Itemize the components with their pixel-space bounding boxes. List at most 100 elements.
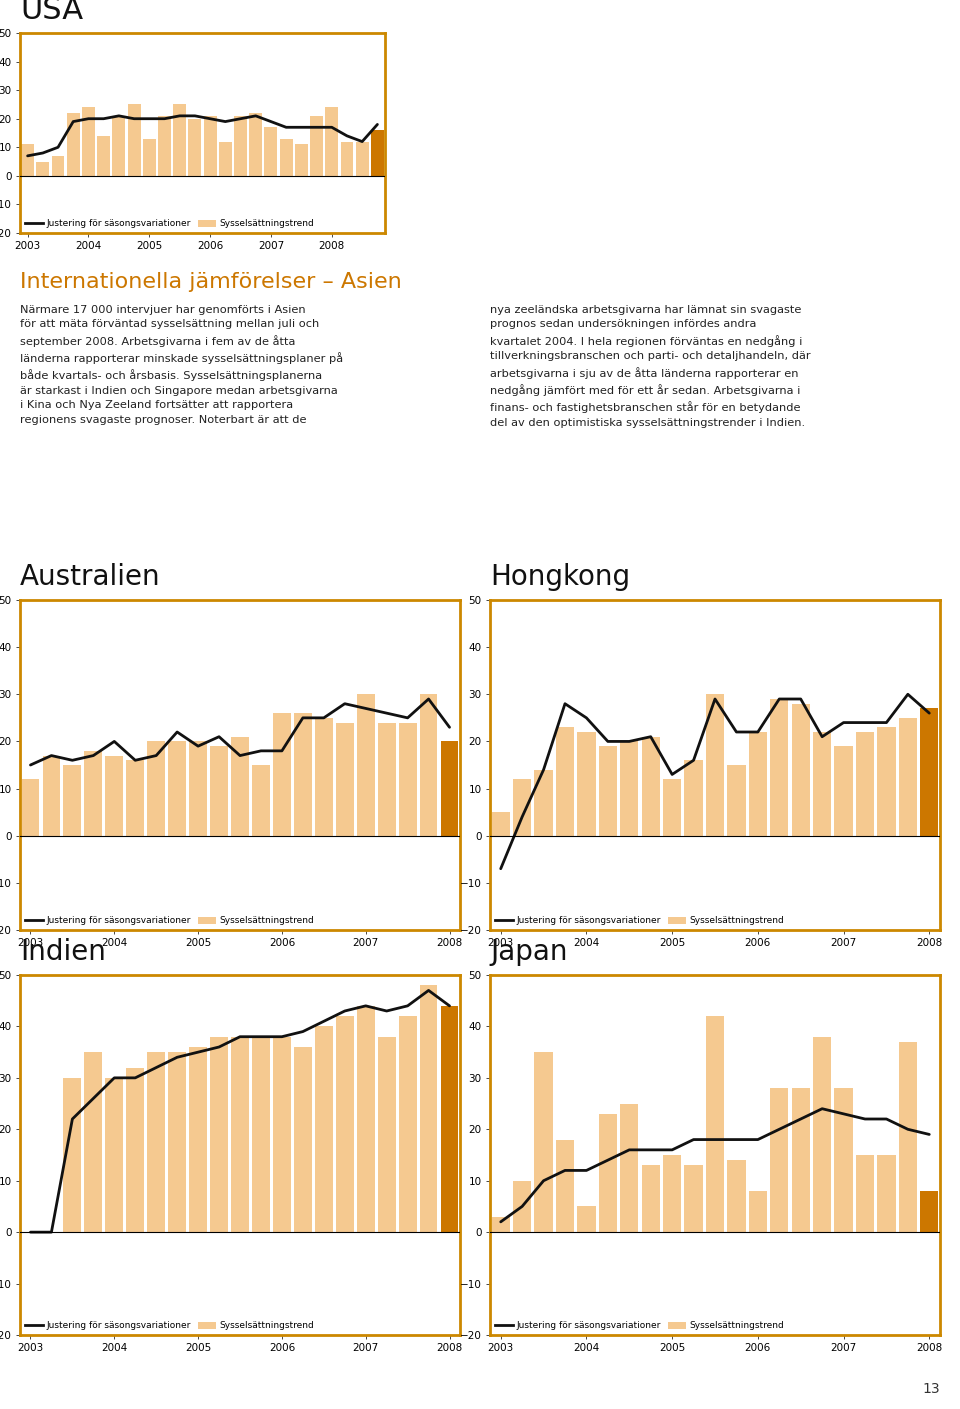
Bar [234, 116, 247, 176]
Bar [325, 107, 338, 176]
Bar [106, 755, 123, 836]
Bar [834, 747, 852, 836]
Bar [273, 713, 291, 836]
Bar [97, 135, 110, 176]
Bar [147, 741, 165, 836]
Bar [231, 1037, 249, 1231]
Bar [147, 1053, 165, 1231]
Bar [535, 769, 553, 836]
Bar [856, 733, 875, 836]
Bar [36, 162, 49, 176]
Bar [420, 985, 438, 1231]
Text: Japan: Japan [490, 938, 567, 967]
Bar [684, 761, 703, 836]
Bar [728, 1160, 746, 1231]
Bar [620, 1103, 638, 1231]
Bar [899, 1041, 917, 1231]
Bar [158, 116, 171, 176]
Bar [378, 1037, 396, 1231]
Bar [492, 1217, 510, 1231]
Bar [294, 1047, 312, 1231]
Legend: Justering för säsongsvariationer, Sysselsättningstrend: Justering för säsongsvariationer, Syssel… [494, 1322, 784, 1330]
Bar [749, 1191, 767, 1231]
Bar [684, 1165, 703, 1231]
Text: Internationella jämförelser – Asien: Internationella jämförelser – Asien [20, 272, 401, 293]
Bar [188, 118, 202, 176]
Bar [52, 156, 64, 176]
Text: Australien: Australien [20, 564, 160, 590]
Bar [535, 1053, 553, 1231]
Bar [441, 741, 459, 836]
Bar [792, 1088, 810, 1231]
Bar [189, 741, 207, 836]
Bar [921, 1191, 938, 1231]
Bar [556, 727, 574, 836]
Text: Indien: Indien [20, 938, 106, 967]
Bar [513, 1181, 531, 1231]
Legend: Justering för säsongsvariationer, Sysselsättningstrend: Justering för säsongsvariationer, Syssel… [25, 1322, 314, 1330]
Bar [189, 1047, 207, 1231]
Bar [21, 145, 34, 176]
Bar [127, 761, 144, 836]
Bar [420, 695, 438, 836]
Bar [856, 1155, 875, 1231]
Bar [204, 116, 217, 176]
Bar [577, 1206, 595, 1231]
Bar [341, 141, 353, 176]
Bar [706, 695, 724, 836]
Bar [42, 755, 60, 836]
Bar [641, 737, 660, 836]
Legend: Justering för säsongsvariationer, Sysselsättningstrend: Justering för säsongsvariationer, Syssel… [25, 916, 314, 926]
Bar [599, 747, 617, 836]
Bar [728, 765, 746, 836]
Bar [749, 733, 767, 836]
Bar [663, 779, 682, 836]
Bar [252, 765, 270, 836]
Bar [398, 723, 417, 836]
Bar [371, 130, 384, 176]
Bar [492, 812, 510, 836]
Bar [356, 141, 369, 176]
Bar [143, 138, 156, 176]
Bar [813, 1037, 831, 1231]
Bar [82, 107, 95, 176]
Legend: Justering för säsongsvariationer, Sysselsättningstrend: Justering för säsongsvariationer, Syssel… [494, 916, 784, 926]
Bar [792, 703, 810, 836]
Bar [273, 1037, 291, 1231]
Bar [252, 1037, 270, 1231]
Bar [279, 138, 293, 176]
Bar [127, 1068, 144, 1231]
Bar [336, 1016, 353, 1231]
Bar [112, 116, 126, 176]
Bar [357, 1006, 374, 1231]
Bar [168, 1053, 186, 1231]
Bar [294, 713, 312, 836]
Bar [219, 141, 231, 176]
Bar [706, 1016, 724, 1231]
Bar [250, 113, 262, 176]
Bar [770, 1088, 788, 1231]
Text: nya zeeländska arbetsgivarna har lämnat sin svagaste
prognos sedan undersökninge: nya zeeländska arbetsgivarna har lämnat … [490, 304, 810, 427]
Bar [315, 1026, 333, 1231]
Bar [67, 113, 80, 176]
Bar [620, 741, 638, 836]
Bar [310, 116, 323, 176]
Bar [63, 765, 82, 836]
Bar [231, 737, 249, 836]
Text: USA: USA [20, 0, 84, 24]
Bar [641, 1165, 660, 1231]
Bar [921, 709, 938, 836]
Bar [556, 1140, 574, 1231]
Bar [599, 1115, 617, 1231]
Bar [398, 1016, 417, 1231]
Bar [513, 779, 531, 836]
Bar [315, 717, 333, 836]
Bar [264, 127, 277, 176]
Bar [128, 104, 140, 176]
Bar [63, 1078, 82, 1231]
Bar [106, 1078, 123, 1231]
Bar [834, 1088, 852, 1231]
Bar [173, 104, 186, 176]
Bar [210, 747, 228, 836]
Bar [441, 1006, 459, 1231]
